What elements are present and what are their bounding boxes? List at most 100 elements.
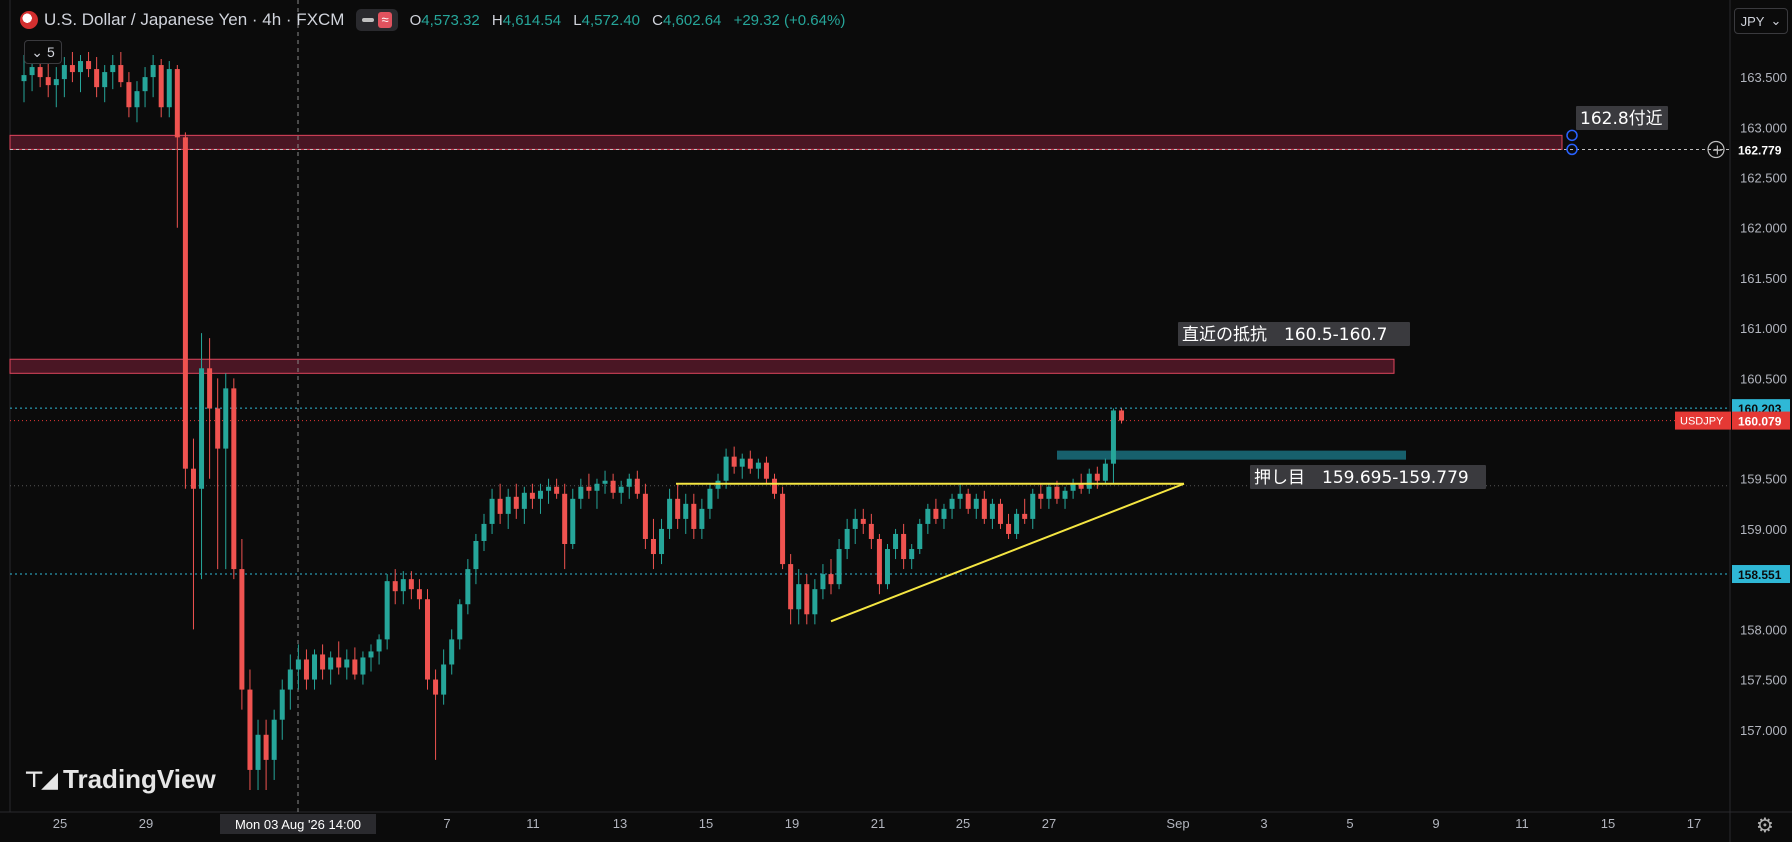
time-tick-label: 15 [699,816,713,831]
candle-body [255,734,261,770]
candle-body [473,540,479,570]
candle-body [158,65,164,108]
symbol-flag-icon [20,11,38,29]
high-value: 4,614.54 [502,11,562,29]
chevron-down-icon: ⌄ [1770,13,1782,28]
candle-body [263,734,269,760]
candle-body [1094,473,1100,481]
symbol-tag-bg [1675,411,1731,430]
candle-body [780,493,786,565]
price-tick-label: 161.500 [1740,271,1787,286]
candle-body [166,69,172,108]
candle-body [594,483,600,491]
zone-handle-bottom [1566,143,1578,156]
candle-body [699,508,705,529]
candle-body [901,533,907,560]
candle-body [199,368,205,489]
candle-body [650,538,656,555]
price-badge-cyan-lower-bg [1732,565,1790,584]
candle-body [287,669,293,690]
zone-pullback [1057,450,1406,460]
indicators-toggle-button[interactable]: ⌄ 5 [24,40,62,64]
chart-header: U.S. Dollar / Japanese Yen · 4h · FXCM ≈… [20,8,853,32]
time-tick-label: 15 [1601,816,1615,831]
candle-body [513,496,519,509]
candle-body [1046,486,1052,499]
candle-body [570,498,576,544]
candle-body [586,486,592,491]
brand-name: TradingView [63,764,216,794]
candle-body [554,486,560,494]
currency-selector[interactable]: JPY ⌄ [1734,8,1788,34]
candle-body [925,508,931,524]
candle-body [618,486,624,493]
candle-body [497,498,503,514]
tradingview-logo[interactable]: ⊤◢ TradingView [24,764,216,795]
time-tick-label: 25 [53,816,67,831]
candle-body [828,574,834,585]
symbol-tag: USDJPY [1680,416,1724,428]
candle-body [973,498,979,509]
status-pill[interactable]: ≈ [356,9,398,31]
candle-body [174,69,180,138]
market-status-icon [362,18,375,22]
candle-body [860,518,866,524]
candle-body [94,69,100,88]
candle-body [320,654,326,670]
candle-body [868,523,874,539]
low-label: L [573,11,582,29]
candle-body [223,388,229,449]
time-tick-label: 9 [1432,816,1439,831]
candle-body [965,493,971,509]
candle-body [755,462,761,469]
candle-body [134,91,140,108]
candle-body [941,508,947,519]
candle-body [376,639,382,652]
candle-body [29,67,35,76]
candle-body [634,478,640,494]
candle-body [425,599,430,680]
candle-body [659,528,665,555]
price-tick-label: 163.500 [1740,70,1787,85]
close-label: C [652,11,664,29]
price-tick-label: 161.000 [1740,321,1787,336]
price-tick-label: 159.000 [1740,522,1787,537]
candle-body [731,456,737,467]
candle-body [384,581,390,640]
currency-label: JPY [1740,13,1765,29]
candle-body [683,503,689,519]
candle-body [86,61,92,70]
close-value: 4,602.64 [663,11,722,29]
candle-body [118,65,124,83]
crosshair-time-bg [220,814,376,834]
candle-body [1054,486,1060,499]
candle-body [772,478,778,494]
zone-resistance [9,358,1395,374]
settings-gear-icon[interactable]: ⚙ [1756,814,1774,837]
trend-support-line [830,482,1185,623]
candle-body [1119,410,1125,421]
candle-body [45,77,51,86]
indicator-count: 5 [46,44,55,60]
candle-body [102,72,108,88]
tradingview-mark-icon: ⊤◢ [24,766,58,792]
delay-wave-icon: ≈ [378,12,392,28]
candle-body [1070,483,1076,491]
candle-body [707,488,713,509]
candle-body [53,79,59,86]
time-tick-label: 11 [1515,816,1529,831]
candle-body [505,496,511,514]
candle-body [110,65,116,73]
candle-body [1006,523,1012,534]
time-tick-label: 13 [613,816,627,831]
candle-body [279,689,285,720]
candle-body [812,589,818,615]
symbol-title[interactable]: U.S. Dollar / Japanese Yen · 4h · FXCM [44,10,345,29]
candle-body [562,493,568,544]
candle-body [546,486,552,491]
candle-body [1038,493,1044,499]
candle-body [247,689,253,770]
candle-body [416,589,422,600]
